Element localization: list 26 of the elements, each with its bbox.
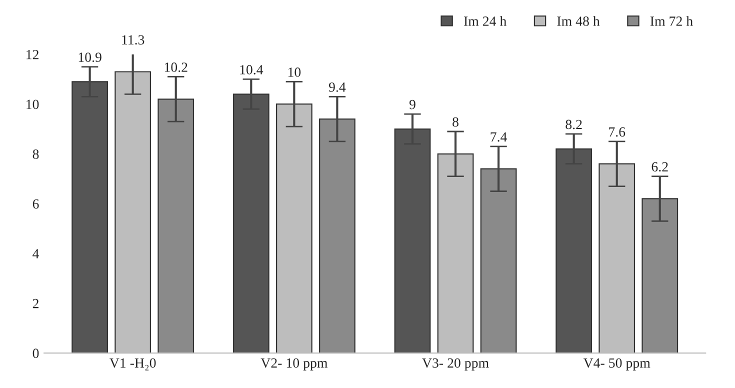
data-label: 10.4 xyxy=(240,65,264,74)
data-label: 10 xyxy=(288,68,301,77)
data-label: 6.2 xyxy=(652,162,668,172)
x-tick-label: V2- 10 ppm xyxy=(260,358,328,371)
data-label: 8 xyxy=(452,117,458,127)
data-label: 7.4 xyxy=(490,132,508,142)
y-tick-label: 8 xyxy=(32,149,39,159)
y-tick-label: 10 xyxy=(26,100,39,110)
y-tick-label: 4 xyxy=(32,249,40,258)
data-label: 7.6 xyxy=(609,127,626,137)
data-label: 10.9 xyxy=(78,52,102,62)
legend-label: Im 24 h xyxy=(464,16,507,26)
data-label: 8.2 xyxy=(566,120,582,130)
legend-label: Im 72 h xyxy=(650,16,693,26)
x-tick-label: V4- 50 ppm xyxy=(583,358,650,371)
y-tick-label: 6 xyxy=(32,199,39,209)
y-tick-label: 2 xyxy=(32,298,38,308)
x-tick-label: V3- 20 ppm xyxy=(422,358,489,371)
y-tick-label: 0 xyxy=(32,348,39,358)
data-label: 9 xyxy=(409,100,416,110)
data-label: 11.3 xyxy=(122,35,144,45)
data-label: 10.2 xyxy=(164,62,188,72)
y-tick-label: 12 xyxy=(26,50,38,60)
legend-label: Im 48 h xyxy=(557,16,600,26)
data-label: 9.4 xyxy=(328,82,346,92)
x-tick-label: V1 -H₂0 xyxy=(110,358,156,370)
